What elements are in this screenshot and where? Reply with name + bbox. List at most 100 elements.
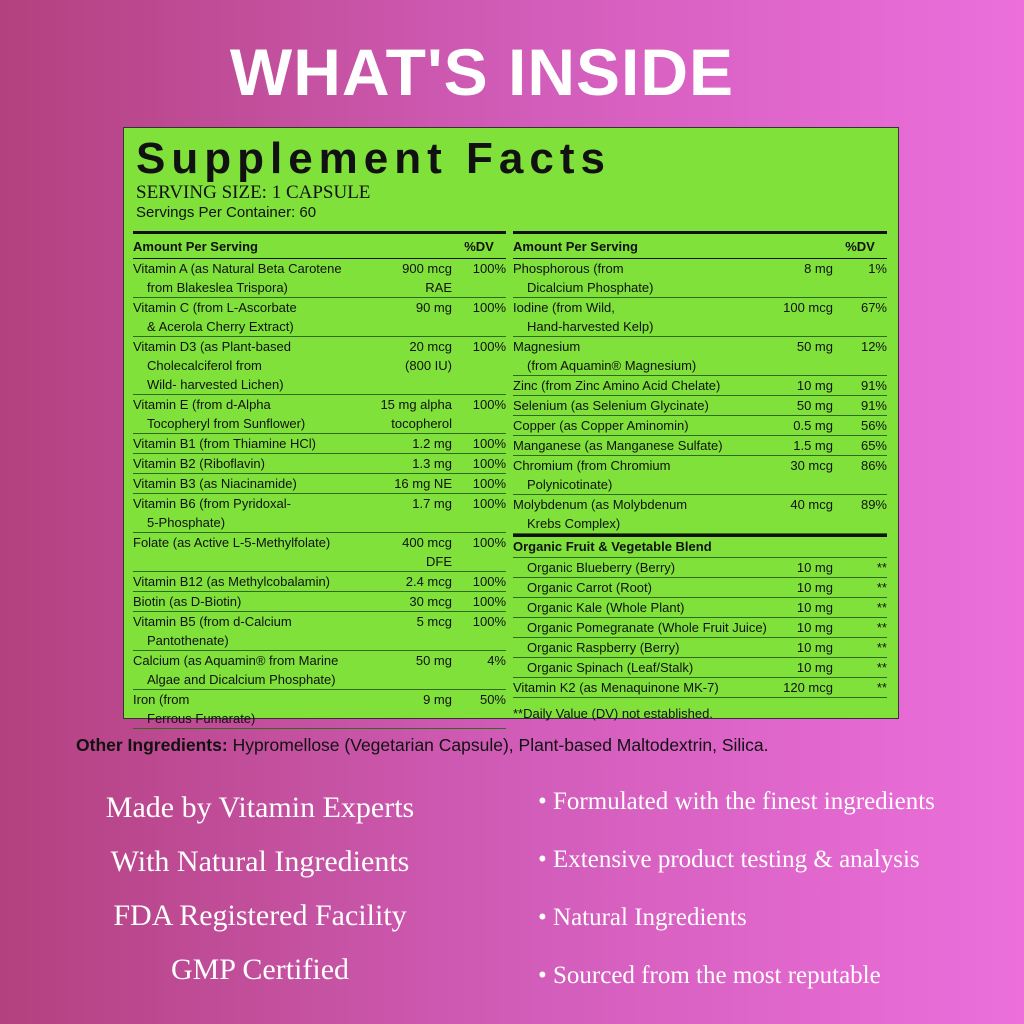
row: Vitamin E (from d-Alpha Tocopheryl from S… bbox=[133, 395, 506, 434]
amount: 10 mg bbox=[797, 578, 833, 597]
amount-line: 10 mg bbox=[796, 600, 833, 615]
nutrient: Iron (from Ferrous Fumarate) bbox=[133, 690, 423, 728]
name-line: Vitamin D3 (as Plant-based bbox=[133, 339, 292, 354]
name-line: Organic Kale (Whole Plant) bbox=[527, 600, 685, 615]
name-line: 5-Phosphate) bbox=[147, 515, 226, 530]
dv: 86% bbox=[833, 456, 887, 494]
bullet-item: • Formulated with the finest ingredients bbox=[538, 785, 935, 843]
amount-line: 10 mg bbox=[796, 378, 833, 393]
name-line: Vitamin C (from L-Ascorbate bbox=[133, 300, 297, 315]
dv-value: 4% bbox=[487, 653, 506, 668]
right-list: • Formulated with the finest ingredients… bbox=[538, 785, 935, 1017]
name-line: Wild- harvested Lichen) bbox=[147, 377, 284, 392]
amount-line: 16 mg NE bbox=[394, 476, 452, 491]
amount: 50 mg bbox=[797, 337, 833, 375]
nutrient: Organic Pomegranate (Whole Fruit Juice) bbox=[513, 618, 797, 637]
dv-value: 100% bbox=[472, 594, 506, 609]
row: Calcium (as Aquamin® from Marine Algae an… bbox=[133, 651, 506, 690]
title: WHAT'S INSIDE bbox=[229, 35, 735, 109]
amount: 30 mcg bbox=[790, 456, 833, 494]
amount: 10 mg bbox=[797, 598, 833, 617]
row: Vitamin B3 (as Niacinamide) 16 mg NE 100% bbox=[133, 474, 506, 494]
amount: 5 mcg bbox=[417, 612, 452, 650]
dv: 50% bbox=[452, 690, 506, 728]
bullet-item: • Natural Ingredients bbox=[538, 901, 935, 959]
name-line: Vitamin E (from d-Alpha bbox=[133, 397, 271, 412]
supplement-facts: Supplement Facts SERVING SIZE: 1 CAPSULE… bbox=[123, 127, 899, 729]
name-line: Vitamin B12 (as Methylcobalamin) bbox=[133, 574, 331, 589]
bullet-text: Sourced from the most reputable bbox=[553, 962, 881, 989]
dv: 100% bbox=[452, 259, 506, 297]
name-line: Copper (as Copper Aminomin) bbox=[513, 418, 689, 433]
nutrient: Vitamin A (as Natural Beta Carotene from … bbox=[133, 259, 402, 297]
row: Vitamin B5 (from d-Calcium Pantothenate) 5… bbox=[133, 612, 506, 651]
bullet: • bbox=[538, 962, 554, 989]
row: Vitamin D3 (as Plant-based Cholecalcifero… bbox=[133, 337, 506, 395]
name-line: Vitamin K2 (as Menaquinone MK-7) bbox=[513, 680, 719, 695]
nutrient: Zinc (from Zinc Amino Acid Chelate) bbox=[513, 376, 797, 395]
amount-line: 2.4 mcg bbox=[405, 574, 452, 589]
claim: Made by Vitamin Experts bbox=[105, 791, 415, 824]
amount: 90 mg bbox=[416, 298, 452, 336]
claim: With Natural Ingredients bbox=[110, 845, 410, 878]
dv-value: 56% bbox=[860, 418, 887, 433]
amount-line: 120 mcg bbox=[783, 680, 833, 695]
amount: 10 mg bbox=[797, 618, 833, 637]
dv: 89% bbox=[833, 495, 887, 533]
dv-value: 100% bbox=[472, 436, 506, 451]
row: Zinc (from Zinc Amino Acid Chelate) 10 mg… bbox=[513, 376, 887, 396]
row: Organic Kale (Whole Plant) 10 mg ** bbox=[513, 598, 887, 618]
name-line: & Acerola Cherry Extract) bbox=[147, 319, 294, 334]
dv-value: 1% bbox=[868, 261, 887, 276]
label: Other Ingredients: bbox=[76, 735, 228, 755]
amount-line: RAE bbox=[425, 280, 452, 295]
amount: 15 mg alpha tocopherol bbox=[380, 395, 452, 433]
row: Folate (as Active L-5-Methylfolate) 400 m… bbox=[133, 533, 506, 572]
amount-line: 8 mg bbox=[804, 261, 833, 276]
dv: 100% bbox=[452, 395, 506, 433]
name-line: Organic Blueberry (Berry) bbox=[527, 560, 676, 575]
dv-value: 100% bbox=[472, 261, 506, 276]
amount-line: (800 IU) bbox=[405, 358, 452, 373]
amount-line: 10 mg bbox=[796, 640, 833, 655]
name-line: Vitamin B5 (from d-Calcium bbox=[133, 614, 292, 629]
name-line: Molybdenum (as Molybdenum bbox=[513, 497, 688, 512]
row: Organic Blueberry (Berry) 10 mg ** bbox=[513, 558, 887, 578]
nutrient: Vitamin B2 (Riboflavin) bbox=[133, 454, 412, 473]
name-line: Vitamin B1 (from Thiamine HCl) bbox=[133, 436, 317, 451]
row: Organic Pomegranate (Whole Fruit Juice) 1… bbox=[513, 618, 887, 638]
amount-line: 400 mcg bbox=[402, 535, 452, 550]
amount-line: 1.5 mg bbox=[793, 438, 833, 453]
dv: 1% bbox=[833, 259, 887, 297]
name-line: Vitamin B6 (from Pyridoxal- bbox=[133, 496, 291, 511]
nutrient: Chromium (from Chromium Polynicotinate) bbox=[513, 456, 790, 494]
dv-value: 65% bbox=[860, 438, 887, 453]
amount-line: 9 mg bbox=[423, 692, 452, 707]
dv: 100% bbox=[452, 592, 506, 611]
header-amount: Amount Per Serving bbox=[133, 238, 258, 254]
amount-line: 10 mg bbox=[796, 560, 833, 575]
name-line: Organic Carrot (Root) bbox=[527, 580, 652, 595]
left-column: Amount Per Serving %DV Vitamin A (as Natur… bbox=[133, 231, 506, 729]
dv: 100% bbox=[452, 533, 506, 571]
row: Phosphorous (from Dicalcium Phosphate) 8 m… bbox=[513, 259, 887, 298]
name-line: Biotin (as D-Biotin) bbox=[133, 594, 242, 609]
amount-line: 900 mcg bbox=[402, 261, 452, 276]
name-line: Krebs Complex) bbox=[527, 516, 621, 531]
dv-value: ** bbox=[876, 620, 887, 635]
dv-value: 100% bbox=[472, 476, 506, 491]
serving-size: SERVING SIZE: 1 CAPSULE bbox=[136, 182, 371, 203]
dv-value: 91% bbox=[860, 378, 887, 393]
row: Organic Carrot (Root) 10 mg ** bbox=[513, 578, 887, 598]
bullet-text: Natural Ingredients bbox=[553, 904, 747, 931]
claim: GMP Certified bbox=[170, 953, 350, 986]
amount: 10 mg bbox=[797, 638, 833, 657]
amount: 30 mcg bbox=[409, 592, 452, 611]
row: Vitamin K2 (as Menaquinone MK-7) 120 mcg *… bbox=[513, 678, 887, 698]
dv: 100% bbox=[452, 298, 506, 336]
bullet: • bbox=[538, 788, 554, 815]
name-line: Folate (as Active L-5-Methylfolate) bbox=[133, 535, 331, 550]
row: Vitamin A (as Natural Beta Carotene from … bbox=[133, 259, 506, 298]
row: Selenium (as Selenium Glycinate) 50 mg 91% bbox=[513, 396, 887, 416]
